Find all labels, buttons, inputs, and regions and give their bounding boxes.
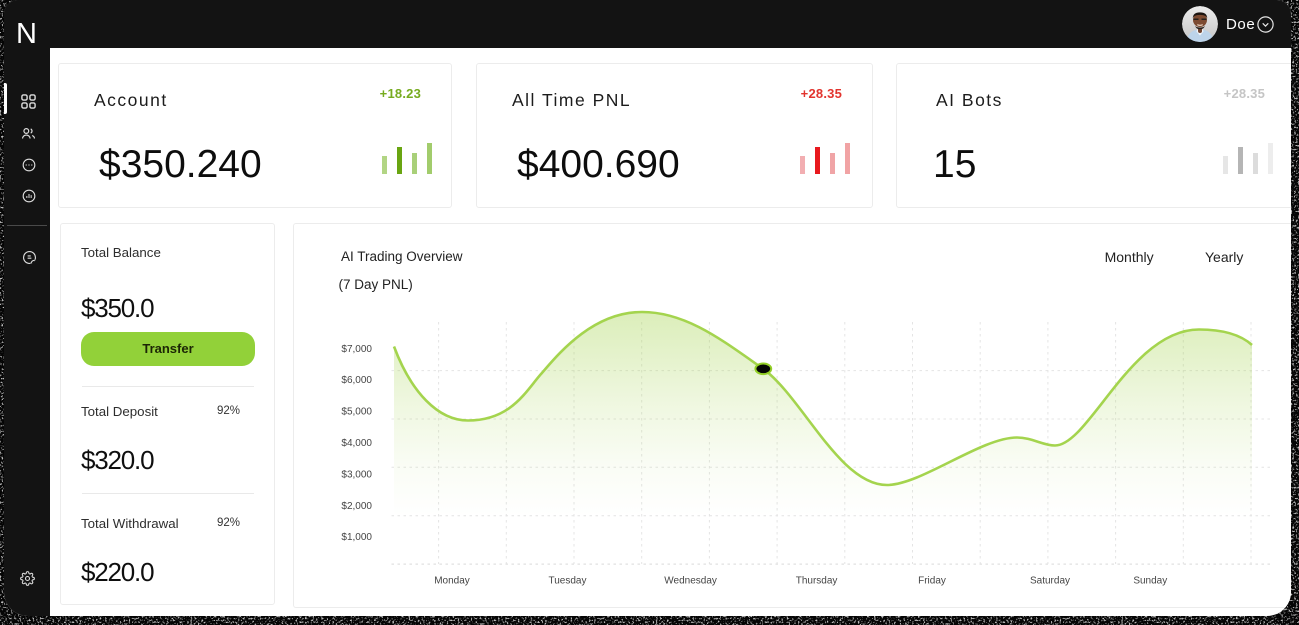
svg-text:Thursday: Thursday [796, 576, 838, 587]
svg-text:Monday: Monday [434, 576, 470, 587]
svg-text:$6,000: $6,000 [341, 375, 372, 386]
svg-text:Saturday: Saturday [1030, 576, 1070, 587]
svg-text:$1,000: $1,000 [341, 532, 372, 543]
svg-text:Sunday: Sunday [1133, 576, 1167, 587]
svg-text:$3,000: $3,000 [341, 469, 372, 480]
svg-text:Wednesday: Wednesday [664, 576, 717, 587]
svg-text:$7,000: $7,000 [341, 344, 372, 355]
svg-text:$4,000: $4,000 [341, 438, 372, 449]
svg-text:Friday: Friday [918, 576, 946, 587]
svg-text:$5,000: $5,000 [341, 407, 372, 418]
svg-text:$2,000: $2,000 [341, 501, 372, 512]
svg-text:Tuesday: Tuesday [549, 576, 587, 587]
